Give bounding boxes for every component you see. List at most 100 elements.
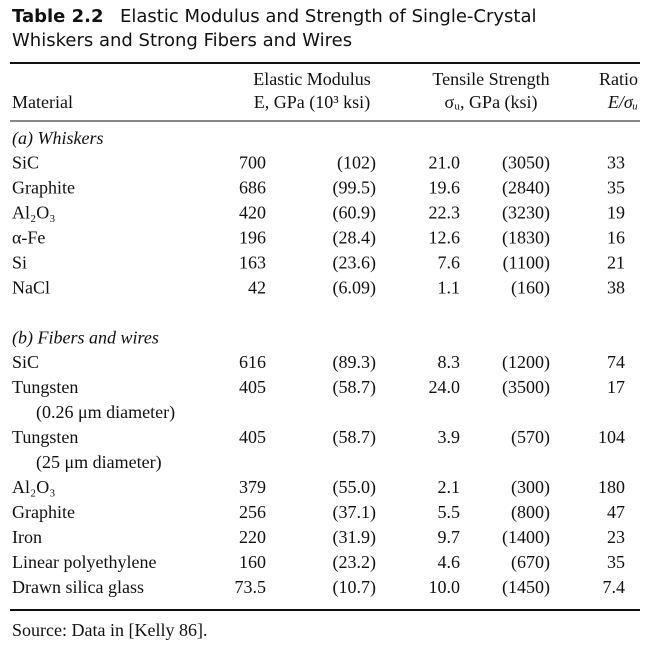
header: σᵤ, GPa (ksi) xyxy=(444,92,537,113)
cell: 5.5 xyxy=(438,502,461,522)
cell: 616 xyxy=(239,352,266,372)
cell: 73.5 xyxy=(235,577,267,597)
cell: 686 xyxy=(239,178,266,198)
cell: 7.6 xyxy=(438,253,461,273)
cell: 4.6 xyxy=(438,552,461,572)
table-title: Elastic Modulus and Strength of Single-C… xyxy=(120,6,537,27)
cell: (60.9) xyxy=(333,203,377,224)
cell: (6.09) xyxy=(333,278,377,299)
cell: 405 xyxy=(239,377,266,397)
cell: (1200) xyxy=(502,352,550,373)
cell: 21.0 xyxy=(429,153,461,173)
cell: 256 xyxy=(239,502,266,522)
cell: 2.1 xyxy=(438,477,461,497)
cell: (55.0) xyxy=(333,477,377,498)
cell: (3500) xyxy=(502,377,550,398)
cell: (23.2) xyxy=(333,552,377,573)
cell: (1100) xyxy=(503,253,550,274)
material: Graphite xyxy=(12,502,75,522)
cell: (58.7) xyxy=(333,427,377,448)
material: Si xyxy=(12,253,27,273)
cell: 22.3 xyxy=(429,203,461,223)
header: E, GPa (10³ ksi) xyxy=(254,92,370,113)
cell: (37.1) xyxy=(333,502,377,523)
cell: 74 xyxy=(607,352,625,372)
section-heading: (b) Fibers and wires xyxy=(12,328,159,349)
header: Ratio xyxy=(599,69,638,89)
cell: 196 xyxy=(239,228,266,248)
material-note: (0.26 μm diameter) xyxy=(36,402,175,423)
cell: 8.3 xyxy=(438,352,461,372)
cell: 10.0 xyxy=(429,577,461,597)
header: Material xyxy=(12,92,73,112)
section-heading: (a) Whiskers xyxy=(12,128,103,149)
cell: (28.4) xyxy=(333,228,377,249)
cell: 12.6 xyxy=(429,228,461,248)
material: Linear polyethylene xyxy=(12,552,156,572)
cell: 700 xyxy=(239,153,266,173)
cell: 35 xyxy=(607,552,625,572)
cell: (3230) xyxy=(502,203,550,224)
cell: 180 xyxy=(598,477,625,497)
cell: (300) xyxy=(511,477,550,498)
cell: 3.9 xyxy=(438,427,461,447)
cell: 16 xyxy=(607,228,625,248)
cell: (31.9) xyxy=(333,527,377,548)
cell: 21 xyxy=(607,253,625,273)
header: Elastic Modulus xyxy=(253,69,371,89)
material: Al₂O₃ xyxy=(12,477,56,497)
material: Graphite xyxy=(12,178,75,198)
material: Tungsten xyxy=(12,427,78,447)
material: Drawn silica glass xyxy=(12,577,144,597)
cell: 379 xyxy=(239,477,266,497)
header: Tensile Strength xyxy=(432,69,549,89)
cell: (2840) xyxy=(502,178,550,199)
cell: 420 xyxy=(239,203,266,223)
source-note: Source: Data in [Kelly 86]. xyxy=(12,620,207,640)
table-title: Whiskers and Strong Fibers and Wires xyxy=(12,30,352,51)
cell: (670) xyxy=(511,552,550,573)
cell: (89.3) xyxy=(333,352,377,373)
cell: 9.7 xyxy=(438,527,461,547)
cell: (99.5) xyxy=(333,178,377,199)
cell: (58.7) xyxy=(333,377,377,398)
material: SiC xyxy=(12,153,39,173)
cell: (3050) xyxy=(502,153,550,174)
cell: 35 xyxy=(607,178,625,198)
header: E/σᵤ xyxy=(607,92,638,112)
cell: 24.0 xyxy=(429,377,461,397)
cell: (1450) xyxy=(502,577,550,598)
cell: (23.6) xyxy=(333,253,377,274)
cell: (10.7) xyxy=(333,577,377,598)
cell: 47 xyxy=(607,502,625,522)
cell: (570) xyxy=(511,427,550,448)
cell: 23 xyxy=(607,527,625,547)
material: Tungsten xyxy=(12,377,78,397)
material: SiC xyxy=(12,352,39,372)
cell: 17 xyxy=(607,377,625,397)
cell: 33 xyxy=(607,153,625,173)
material-note: (25 μm diameter) xyxy=(36,452,162,473)
cell: 38 xyxy=(607,278,625,298)
cell: (160) xyxy=(511,278,550,299)
cell: 42 xyxy=(248,278,266,298)
cell: 1.1 xyxy=(438,278,461,298)
cell: 7.4 xyxy=(603,577,626,597)
cell: (800) xyxy=(511,502,550,523)
cell: 405 xyxy=(239,427,266,447)
material: α-Fe xyxy=(12,228,45,248)
material: Al₂O₃ xyxy=(12,203,56,223)
cell: 19 xyxy=(607,203,625,223)
cell: (1830) xyxy=(502,228,550,249)
material: NaCl xyxy=(12,278,50,298)
cell: 163 xyxy=(239,253,266,273)
cell: 104 xyxy=(598,427,625,447)
cell: (102) xyxy=(337,153,376,174)
cell: 19.6 xyxy=(429,178,461,198)
cell: 220 xyxy=(239,527,266,547)
cell: 160 xyxy=(239,552,266,572)
material: Iron xyxy=(12,527,42,547)
cell: (1400) xyxy=(502,527,550,548)
table-label: Table 2.2 xyxy=(12,6,104,27)
